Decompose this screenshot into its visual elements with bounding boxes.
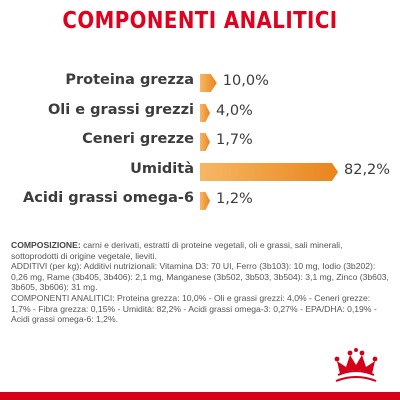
- chart-row: Oli e grassi grezzi 4,0%: [0, 100, 400, 128]
- value-label: 10,0%: [222, 73, 269, 89]
- composition-paragraph: COMPOSIZIONE: carni e derivati, estratti…: [11, 240, 391, 261]
- category-label: Umidità: [130, 160, 194, 177]
- category-label: Acidi grassi omega-6: [23, 190, 194, 206]
- bar-fill: [200, 74, 217, 92]
- bar: [200, 133, 210, 151]
- bar-fill: [200, 162, 338, 181]
- bar: [200, 103, 210, 122]
- bar-shape: [200, 133, 210, 151]
- bar-fill: [200, 192, 210, 210]
- page-title: COMPONENTI ANALITICI: [62, 8, 338, 34]
- composition-ingredients: carni e derivati, estratti di proteine v…: [11, 240, 343, 261]
- value-label: 1,2%: [216, 191, 253, 207]
- category-label: Ceneri grezze: [82, 131, 194, 147]
- chart-row: Umidità 82,2%: [0, 159, 400, 187]
- bar-fill: [200, 133, 210, 151]
- bar-fill: [200, 103, 210, 122]
- bar: [200, 74, 217, 92]
- composition-text: COMPOSIZIONE: carni e derivati, estratti…: [11, 240, 391, 325]
- bar-shape: [200, 192, 210, 210]
- chart-row: Ceneri grezze 1,7%: [0, 129, 400, 157]
- composition-heading: COMPOSIZIONE:: [11, 240, 81, 250]
- crown-icon: [334, 348, 378, 382]
- value-label: 4,0%: [216, 102, 253, 119]
- bar: [200, 162, 338, 181]
- bar-shape: [200, 74, 217, 92]
- chart-row: Proteina grezza 10,0%: [0, 70, 400, 98]
- chart-row: Acidi grassi omega-6 1,2%: [0, 188, 400, 216]
- bar-shape: [200, 103, 210, 122]
- value-label: 1,7%: [216, 132, 253, 148]
- category-label: Proteina grezza: [65, 72, 194, 88]
- bar-shape: [200, 162, 338, 181]
- bottom-red-bar: [0, 392, 400, 400]
- category-label: Oli e grassi grezzi: [47, 101, 194, 118]
- value-label: 82,2%: [344, 161, 391, 178]
- bar: [200, 192, 210, 210]
- additives-paragraph: ADDITIVI (per kg): Additivi nutrizionali…: [11, 261, 389, 293]
- analytic-components-paragraph: COMPONENTI ANALITICI: Proteina grezza: 1…: [11, 292, 377, 325]
